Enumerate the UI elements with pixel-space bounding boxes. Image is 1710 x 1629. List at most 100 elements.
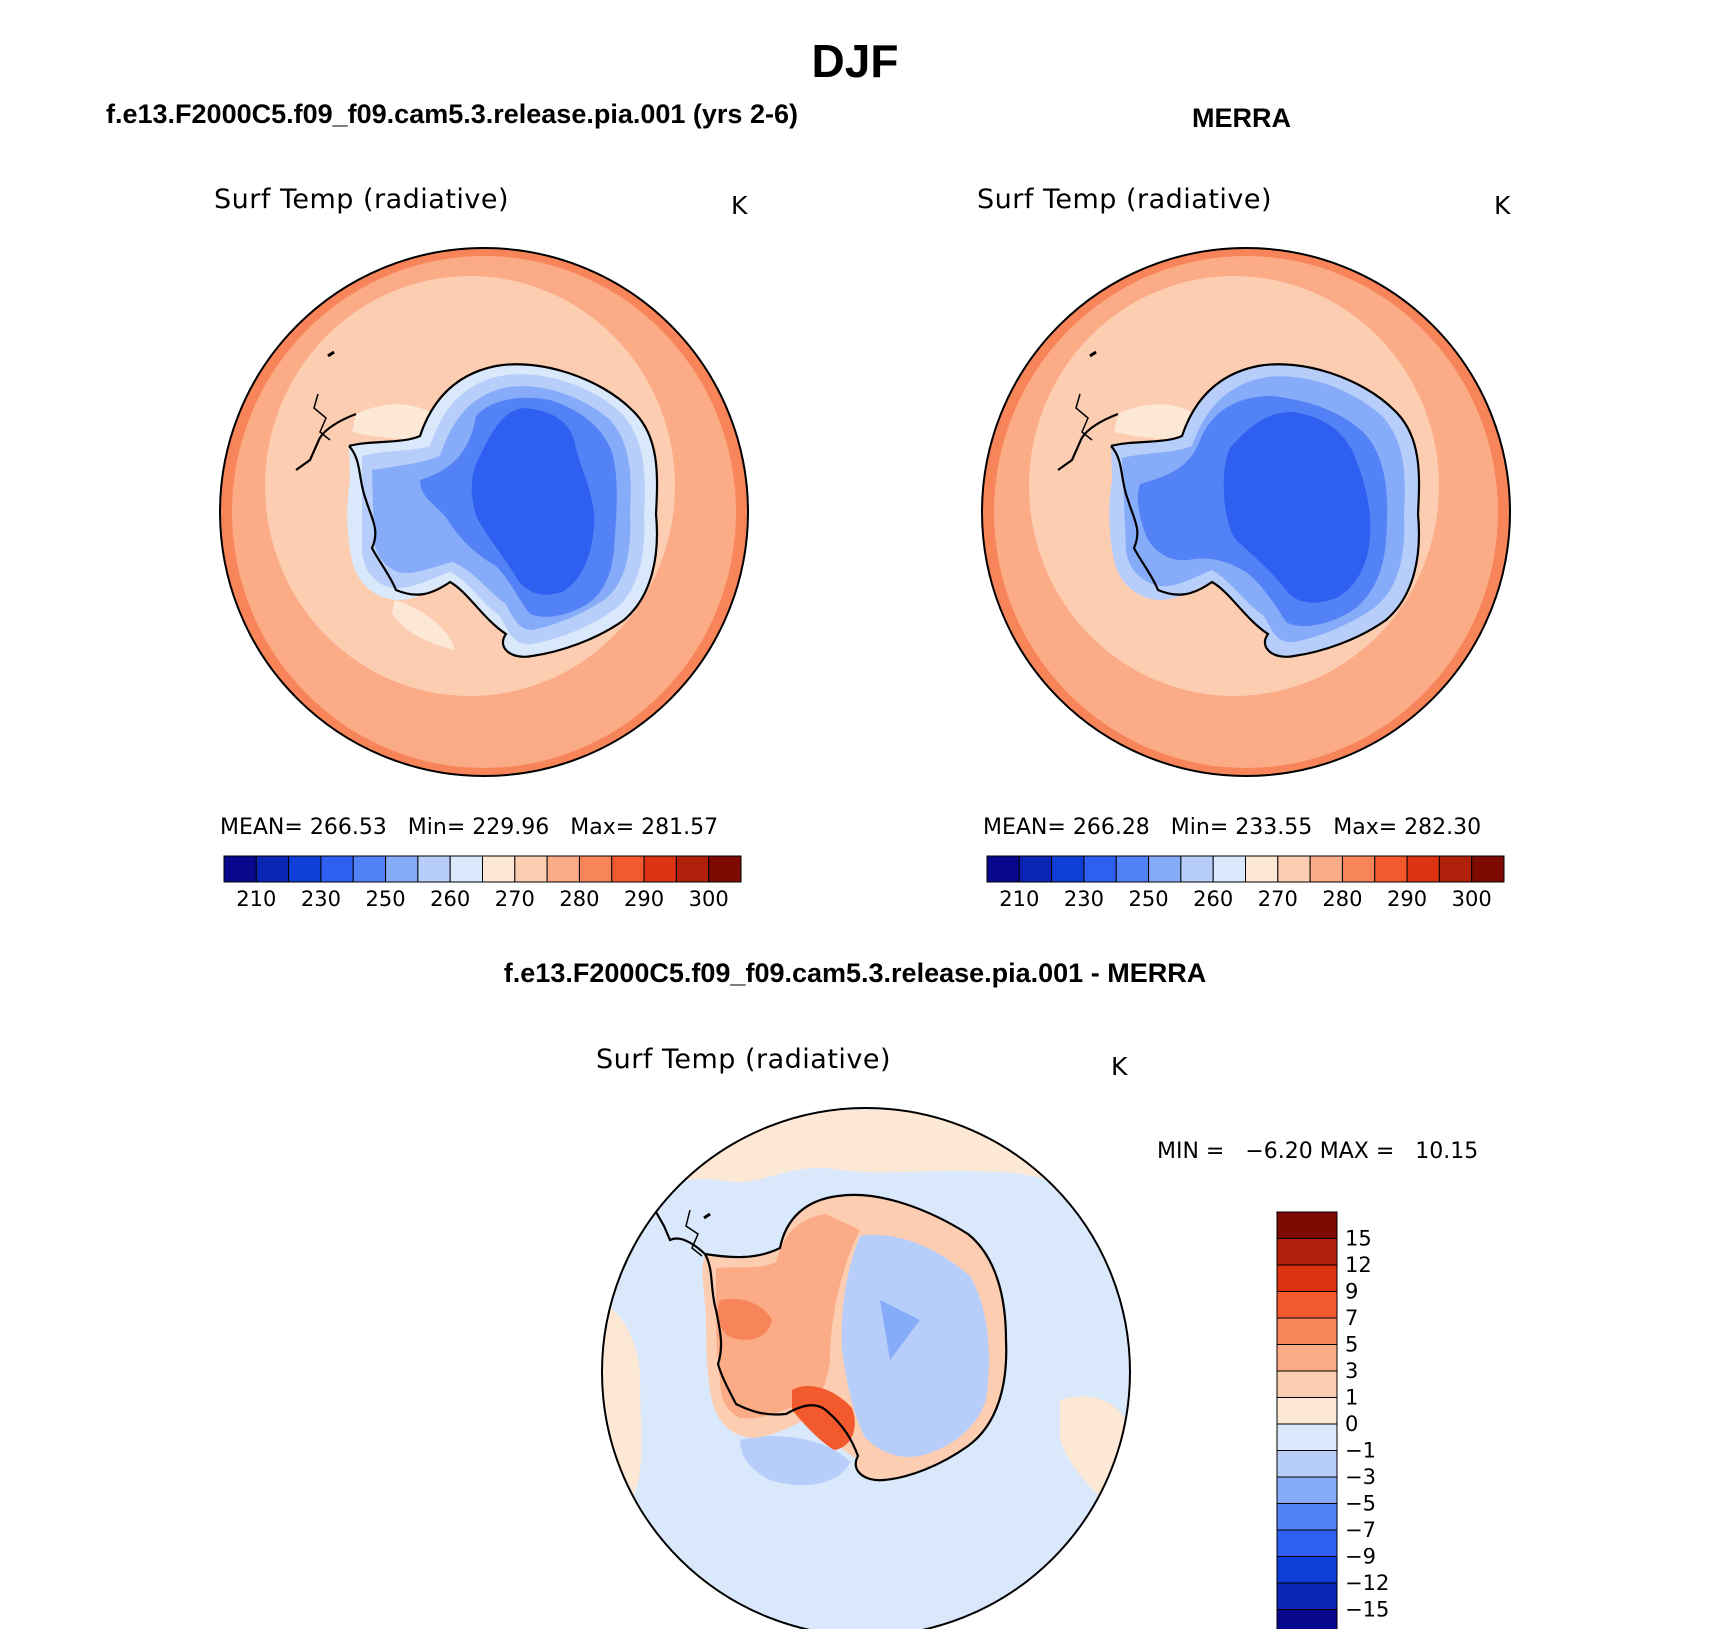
colorbar-tick-label: 5 bbox=[1345, 1333, 1358, 1357]
colorbar-swatch bbox=[482, 855, 516, 883]
colorbar-swatch bbox=[1245, 855, 1279, 883]
colorbar-swatch bbox=[986, 855, 1020, 883]
stats-min-label: MIN = bbox=[1157, 1139, 1225, 1164]
colorbar-swatch bbox=[1276, 1556, 1338, 1584]
colorbar-swatch bbox=[223, 855, 257, 883]
colorbar-swatch bbox=[1276, 1291, 1338, 1319]
stats-mean: 266.53 bbox=[309, 815, 387, 840]
colorbar-swatch bbox=[1018, 855, 1053, 883]
colorbar-swatch bbox=[1212, 855, 1246, 883]
colorbar-swatch bbox=[1083, 855, 1117, 883]
panel-model-map bbox=[220, 248, 748, 776]
colorbar-swatch bbox=[1148, 855, 1182, 883]
colorbar-swatch bbox=[643, 855, 677, 883]
colorbar-tick-label: 12 bbox=[1345, 1253, 1372, 1277]
colorbar-tick-label: 1 bbox=[1345, 1386, 1358, 1410]
colorbar-swatch bbox=[1115, 855, 1150, 883]
colorbar-tick-label: 290 bbox=[624, 887, 664, 911]
colorbar-swatch bbox=[546, 855, 580, 883]
panel-obs-map bbox=[982, 248, 1510, 776]
colorbar-tick-label: 230 bbox=[301, 887, 341, 911]
stats-min: −6.20 bbox=[1245, 1139, 1313, 1164]
stats-max: 281.57 bbox=[641, 815, 719, 840]
colorbar-swatch bbox=[1276, 1317, 1338, 1345]
colorbar-tick-label: 9 bbox=[1345, 1280, 1358, 1304]
colorbar-tick-label: 300 bbox=[1452, 887, 1492, 911]
colorbar-swatch bbox=[1406, 855, 1440, 883]
colorbar-tick-label: 210 bbox=[236, 887, 276, 911]
panel-diff-map bbox=[602, 1108, 1130, 1629]
colorbar-tick-label: 15 bbox=[1345, 1227, 1372, 1251]
colorbar-swatch bbox=[1341, 855, 1376, 883]
colorbar-tick-label: −9 bbox=[1345, 1545, 1376, 1569]
colorbar-swatch bbox=[1180, 855, 1214, 883]
colorbar-tick-label: 250 bbox=[1129, 887, 1169, 911]
colorbar-tick-label: 7 bbox=[1345, 1306, 1358, 1330]
stats-max: 282.30 bbox=[1404, 815, 1482, 840]
colorbar-tick-label: 260 bbox=[430, 887, 470, 911]
colorbar-tick-label: −12 bbox=[1345, 1571, 1389, 1595]
colorbar-swatch bbox=[385, 855, 419, 883]
stats-mean: 266.28 bbox=[1072, 815, 1150, 840]
colorbar-tick-label: 270 bbox=[1258, 887, 1298, 911]
colorbar-swatch bbox=[1276, 1397, 1338, 1425]
figure-title: DJF bbox=[811, 35, 899, 87]
panel-obs-variable: Surf Temp (radiative) bbox=[977, 184, 1273, 215]
colorbar-swatch bbox=[1276, 1609, 1338, 1629]
colorbar-tick-label: 260 bbox=[1193, 887, 1233, 911]
colorbar-swatch bbox=[1276, 1264, 1338, 1292]
colorbar-tick-label: 290 bbox=[1387, 887, 1427, 911]
colorbar-swatch bbox=[352, 855, 387, 883]
stats-min: 229.96 bbox=[472, 815, 550, 840]
panel-obs-title: MERRA bbox=[1192, 103, 1291, 133]
panel-diff-map-border bbox=[601, 1107, 1131, 1629]
colorbar-swatch bbox=[417, 855, 451, 883]
stats-max-label: Max= bbox=[570, 815, 635, 840]
stats-min: 233.55 bbox=[1235, 815, 1313, 840]
panel-diff-units: K bbox=[1111, 1052, 1128, 1081]
panel-model-variable: Surf Temp (radiative) bbox=[214, 184, 510, 215]
stats-max: 10.15 bbox=[1415, 1139, 1479, 1164]
colorbar-swatch bbox=[514, 855, 548, 883]
colorbar-tick-label: −7 bbox=[1345, 1518, 1376, 1542]
colorbar-tick-label: 210 bbox=[999, 887, 1039, 911]
panel-obs-units: K bbox=[1494, 191, 1511, 220]
stats-min-label: Min= bbox=[1170, 815, 1229, 840]
colorbar-swatch bbox=[449, 855, 483, 883]
colorbar-swatch bbox=[1438, 855, 1473, 883]
panel-model-units: K bbox=[731, 191, 748, 220]
stats-max-label: MAX = bbox=[1319, 1139, 1395, 1164]
colorbar-swatch bbox=[1374, 855, 1408, 883]
colorbar-tick-label: −1 bbox=[1345, 1439, 1376, 1463]
panel-obs-map-border bbox=[981, 247, 1511, 777]
colorbar-tick-label: 250 bbox=[366, 887, 406, 911]
colorbar-tick-label: 3 bbox=[1345, 1359, 1358, 1383]
colorbar-swatch bbox=[1471, 855, 1505, 883]
colorbar-swatch bbox=[1309, 855, 1343, 883]
panel-model-stats: MEAN= 266.53 Min= 229.96 Max= 281.57 bbox=[220, 815, 718, 840]
colorbar-swatch bbox=[578, 855, 613, 883]
colorbar-swatch bbox=[288, 855, 322, 883]
colorbar-tick-label: 280 bbox=[559, 887, 599, 911]
colorbar-swatch bbox=[1276, 1582, 1338, 1610]
colorbar-tick-label: 280 bbox=[1322, 887, 1362, 911]
panel-model-map-border bbox=[219, 247, 749, 777]
panel-diff-variable: Surf Temp (radiative) bbox=[596, 1044, 892, 1075]
colorbar-swatch bbox=[1276, 1238, 1338, 1266]
panel-obs-stats: MEAN= 266.28 Min= 233.55 Max= 282.30 bbox=[983, 815, 1481, 840]
panel-model-title: f.e13.F2000C5.f09_f09.cam5.3.release.pia… bbox=[106, 99, 798, 129]
colorbar-tick-label: −3 bbox=[1345, 1465, 1376, 1489]
colorbar-swatch bbox=[1051, 855, 1085, 883]
colorbar-swatch bbox=[1276, 1503, 1338, 1531]
colorbar-tick-label: 270 bbox=[495, 887, 535, 911]
colorbar-swatch bbox=[1276, 1211, 1338, 1239]
colorbar-swatch bbox=[611, 855, 645, 883]
colorbar-swatch bbox=[255, 855, 290, 883]
stats-mean-label: MEAN= bbox=[220, 815, 303, 840]
colorbar-swatch bbox=[1277, 855, 1311, 883]
colorbar-swatch bbox=[1276, 1423, 1338, 1451]
colorbar-swatch bbox=[1276, 1476, 1338, 1504]
colorbar-swatch bbox=[1276, 1344, 1338, 1372]
